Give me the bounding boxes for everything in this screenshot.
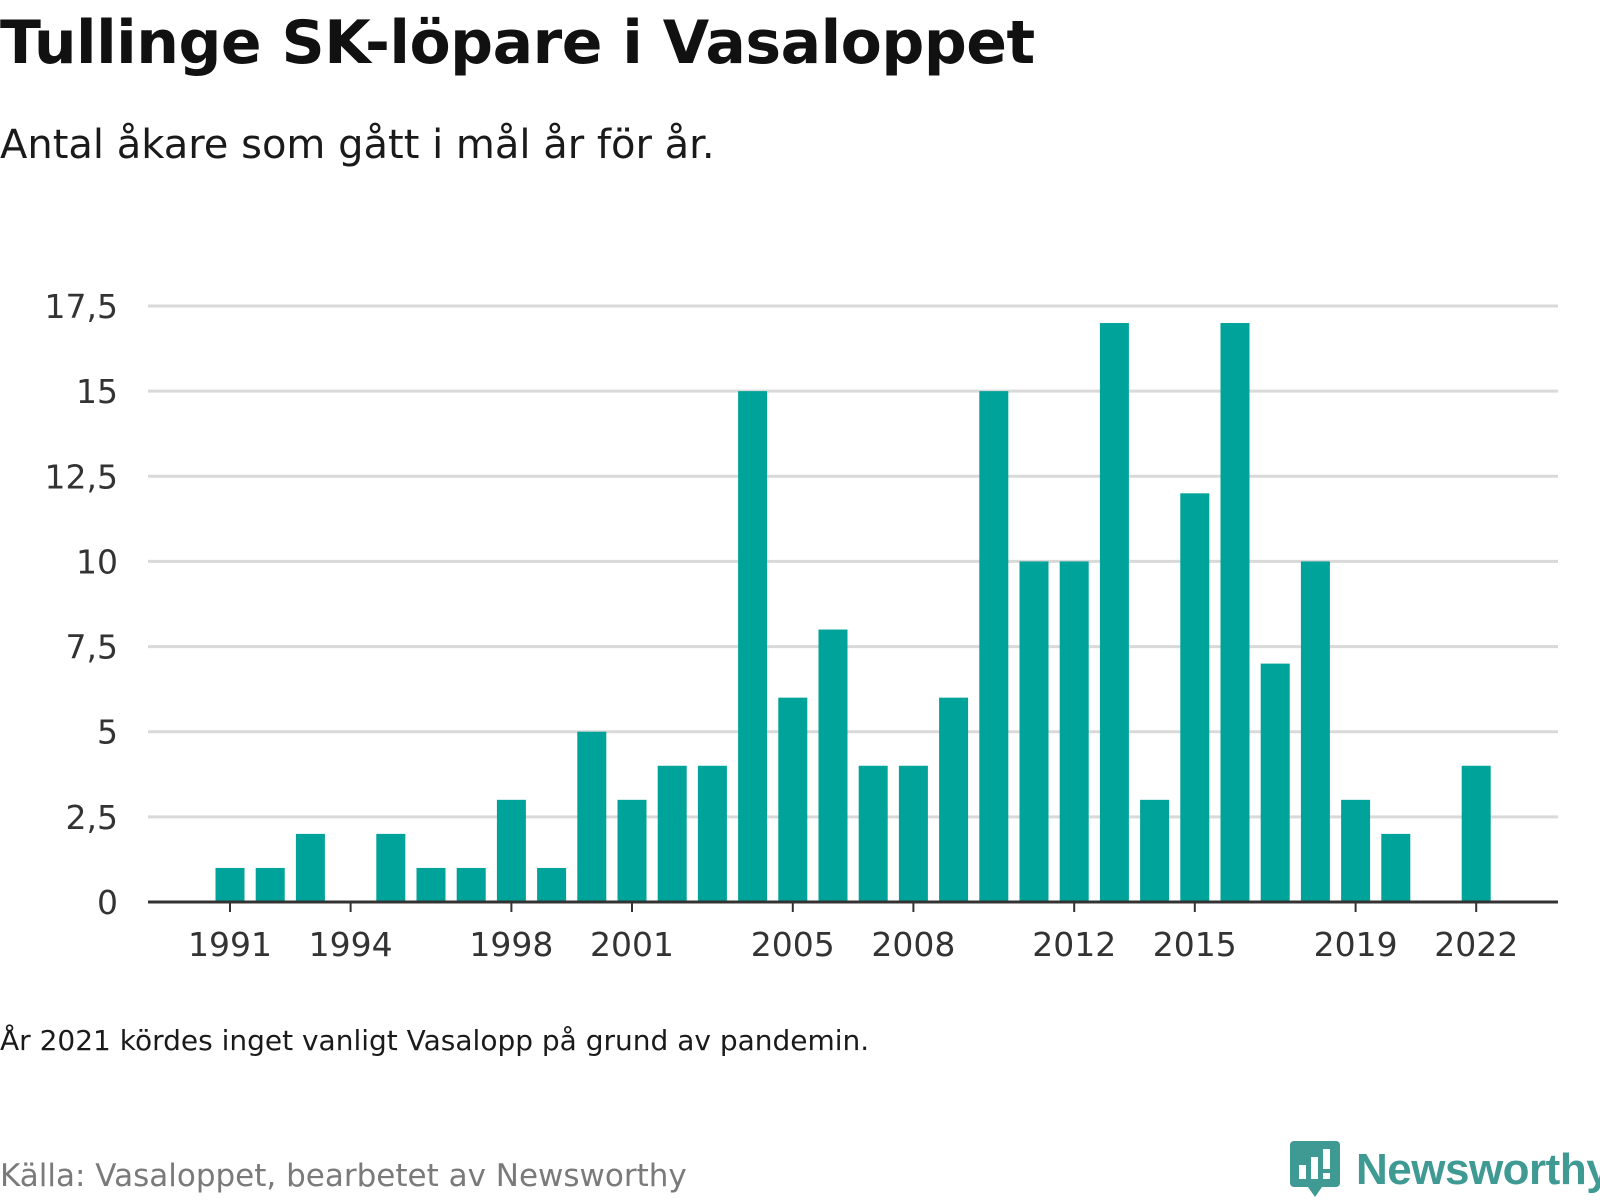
y-tick-label: 15: [76, 372, 118, 411]
source-credit: Källa: Vasaloppet, bearbetet av Newswort…: [0, 1158, 687, 1194]
x-tick-label: 2008: [871, 925, 955, 964]
bar-2003: [697, 765, 727, 902]
x-tick-label: 1994: [309, 925, 393, 964]
bar-chart: 0 2,5 5 7,5 10 12,5 15 17,5 1991 1994 1998 2001 200…: [45, 287, 1558, 964]
x-tick-label: 1998: [469, 925, 553, 964]
x-axis: [148, 900, 1558, 912]
x-tick-label: 2012: [1032, 925, 1116, 964]
x-tick-label: 2019: [1314, 925, 1398, 964]
bar-1991: [215, 867, 245, 902]
footnote: År 2021 kördes inget vanligt Vasalopp på…: [0, 1024, 870, 1057]
bar-2018: [1300, 561, 1330, 902]
y-tick-label: 0: [97, 883, 118, 922]
y-axis-tick-labels: 0 2,5 5 7,5 10 12,5 15 17,5: [45, 287, 118, 922]
bar-1995: [376, 833, 406, 902]
y-tick-label: 5: [97, 713, 118, 752]
x-tick-label: 2015: [1153, 925, 1237, 964]
bar-2010: [979, 391, 1009, 902]
bar-1999: [537, 867, 567, 902]
x-tick-label: 1991: [188, 925, 272, 964]
bar-2014: [1140, 799, 1170, 902]
bar-1998: [496, 799, 526, 902]
y-tick-label: 2,5: [66, 798, 118, 837]
newsworthy-logo-text: Newsworthy: [1356, 1145, 1600, 1194]
bar-2020: [1381, 833, 1411, 902]
bar-2008: [898, 765, 928, 902]
bar-1997: [456, 867, 486, 902]
y-tick-label: 12,5: [45, 457, 118, 496]
bar-1996: [416, 867, 446, 902]
bar-2013: [1099, 323, 1129, 902]
x-axis-tick-labels: 1991 1994 1998 2001 2005 2008 2012 2015 2019 2022: [188, 925, 1518, 964]
bar-2011: [1019, 561, 1049, 902]
bars: [215, 323, 1491, 902]
bar-1993: [295, 833, 325, 902]
newsworthy-logo-icon: [1290, 1141, 1340, 1197]
newsworthy-logo: Newsworthy: [1290, 1141, 1600, 1199]
y-tick-label: 17,5: [45, 287, 118, 326]
bar-2015: [1180, 493, 1210, 902]
bar-2007: [858, 765, 888, 902]
bar-2016: [1220, 323, 1250, 902]
bar-2006: [818, 629, 848, 902]
x-tick-label: 2005: [751, 925, 835, 964]
bar-2022: [1461, 765, 1491, 902]
bar-2001: [617, 799, 647, 902]
bar-2009: [939, 697, 969, 902]
bar-2005: [778, 697, 808, 902]
bar-2004: [738, 391, 768, 902]
chart-title: Tullinge SK-löpare i Vasaloppet: [0, 8, 1035, 78]
y-tick-label: 7,5: [66, 628, 118, 667]
gridlines: [148, 304, 1558, 819]
bar-1992: [255, 867, 285, 902]
bar-2002: [657, 765, 687, 902]
bar-2000: [577, 731, 607, 902]
bar-2019: [1341, 799, 1371, 902]
bar-2012: [1059, 561, 1089, 902]
y-tick-label: 10: [76, 542, 118, 581]
bar-2017: [1260, 663, 1290, 902]
chart-subtitle: Antal åkare som gått i mål år för år.: [0, 122, 715, 168]
x-tick-label: 2022: [1434, 925, 1518, 964]
x-tick-label: 2001: [590, 925, 674, 964]
